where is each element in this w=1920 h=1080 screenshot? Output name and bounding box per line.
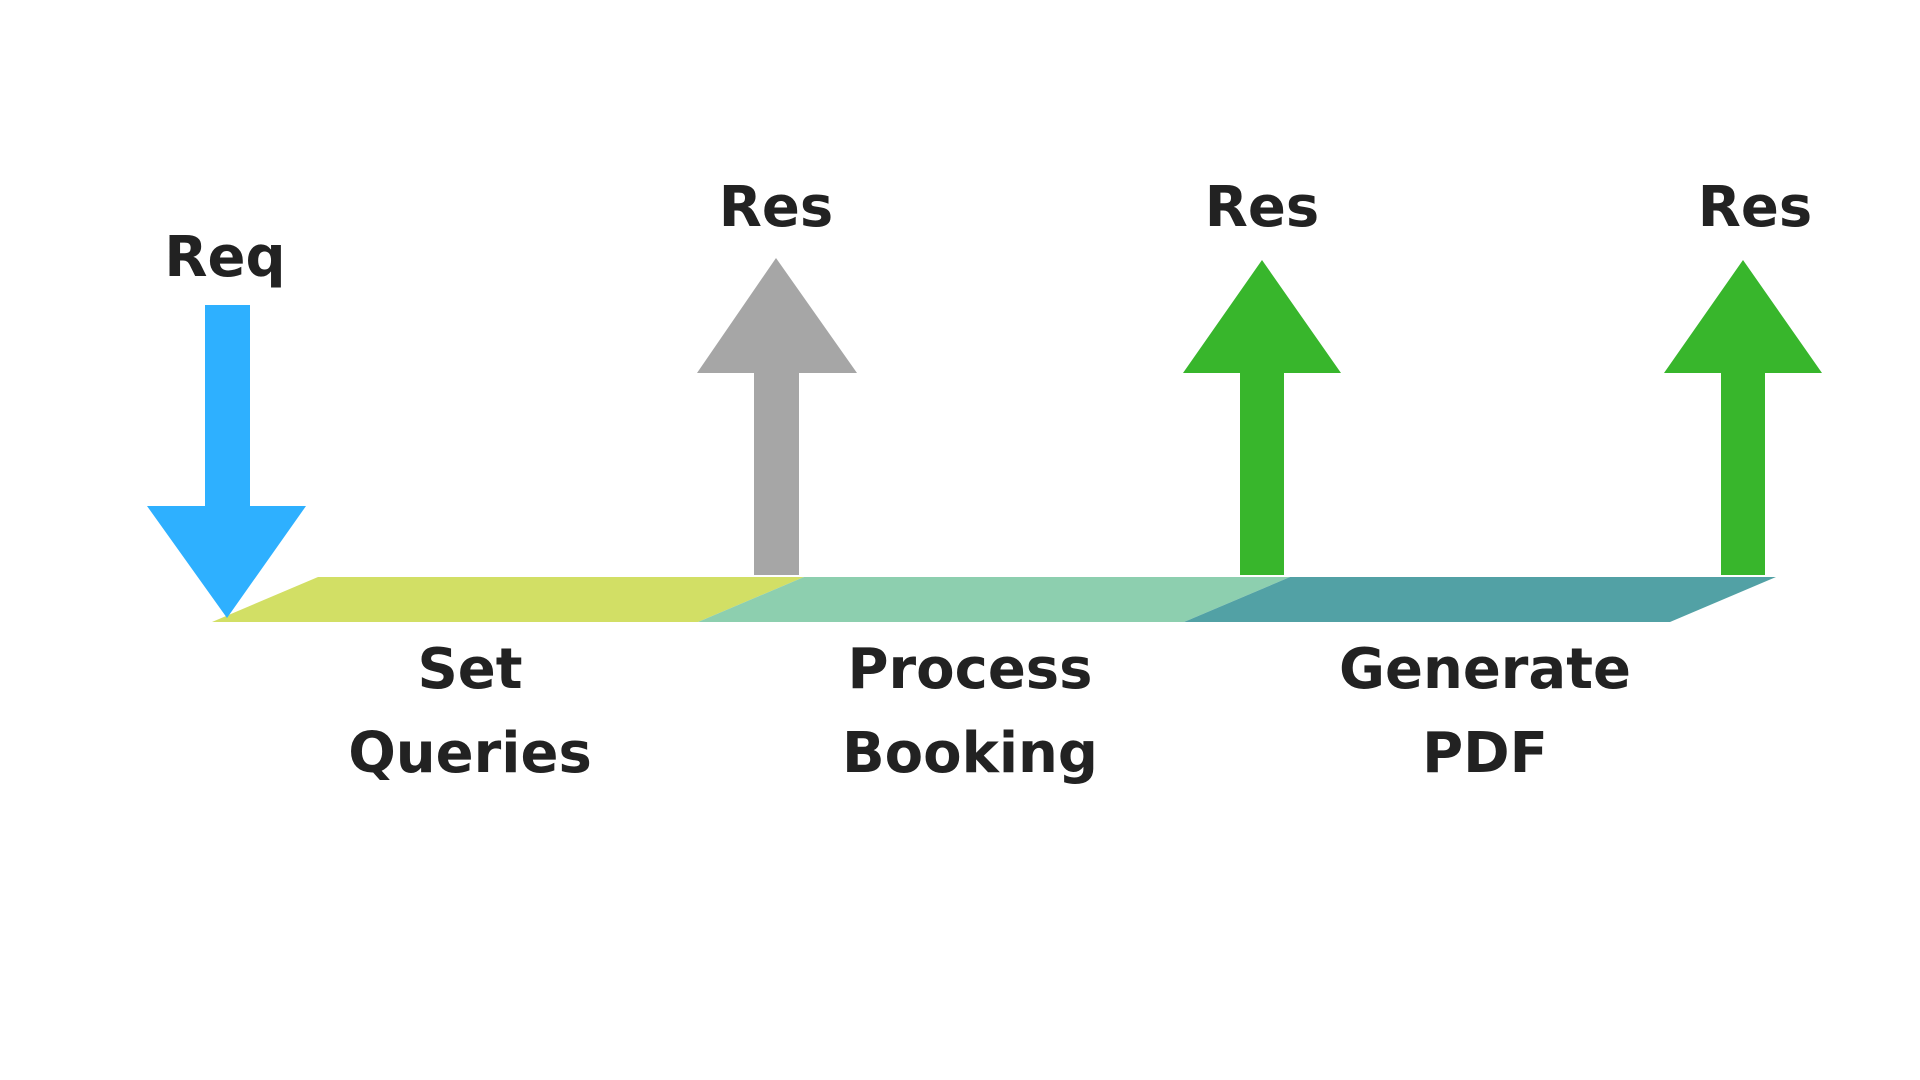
stage-label-line: Queries	[348, 721, 592, 786]
stage-label-line: Process	[847, 637, 1093, 702]
response-label-3: Res	[1697, 175, 1813, 240]
stage-segment-generate-pdf	[1184, 577, 1776, 622]
response-arrow-process-icon	[1183, 260, 1341, 575]
stage-label-line: Booking	[841, 721, 1099, 786]
stage-label-process-booking: Process Booking	[760, 628, 1180, 796]
response-label-1: Res	[718, 175, 834, 240]
request-label: Req	[164, 225, 286, 290]
request-arrow-icon	[147, 305, 306, 618]
stage-label-line: Set	[417, 637, 523, 702]
stage-segment-process-booking	[698, 577, 1290, 622]
stage-label-line: PDF	[1422, 721, 1548, 786]
stage-segment-set-queries	[212, 577, 804, 622]
stage-label-generate-pdf: Generate PDF	[1275, 628, 1695, 796]
response-label-2: Res	[1204, 175, 1320, 240]
response-arrow-pending-icon	[697, 258, 857, 575]
response-arrow-pdf-icon	[1664, 260, 1822, 575]
stage-label-line: Generate	[1339, 637, 1631, 702]
stage-label-set-queries: Set Queries	[260, 628, 680, 796]
